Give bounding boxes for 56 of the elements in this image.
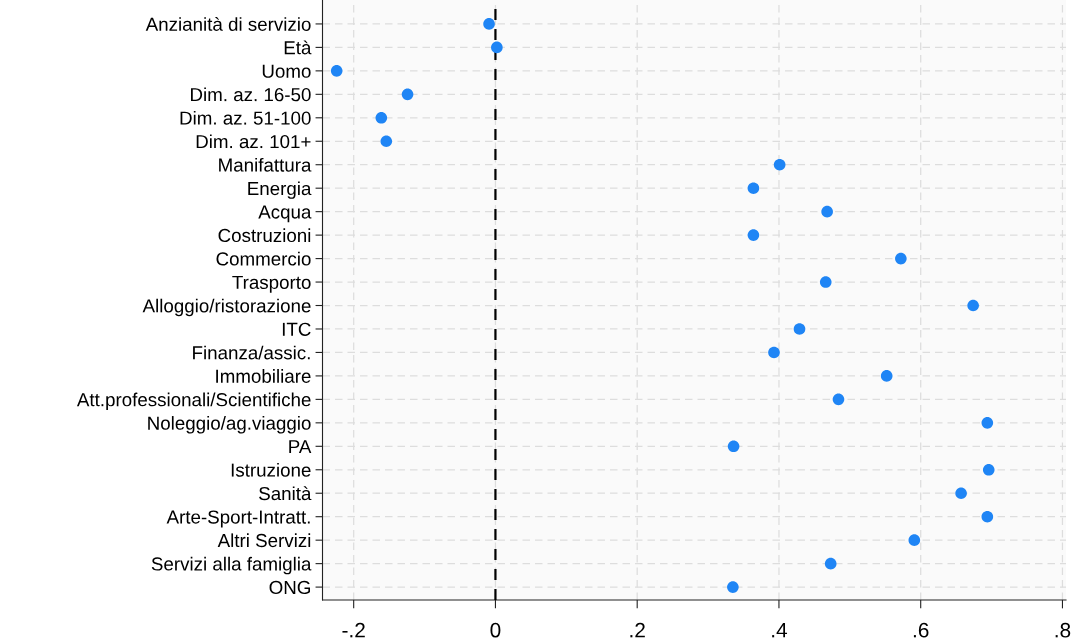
y-tick-label: Dim. az. 101+ — [196, 134, 311, 149]
y-tick-label: Immobiliare — [216, 369, 311, 383]
point — [747, 182, 760, 194]
y-tick-label: Trasporto — [232, 275, 311, 293]
point — [832, 393, 845, 406]
point — [967, 299, 979, 312]
point — [727, 440, 740, 453]
y-tick-label: Uomo — [262, 64, 311, 78]
y-tick-label: Arte-Sport-Intratt. — [166, 510, 310, 528]
point — [981, 510, 994, 523]
y-tick-label: Anzianità di servizio — [145, 16, 311, 31]
y-tick-label: Finanza/assic. — [193, 345, 310, 360]
y-tick-label: Att.professionali/Scientifiche — [76, 392, 311, 411]
y-tick-label: PA — [289, 440, 312, 454]
y-tick-label: Altri Servizi — [217, 533, 311, 548]
y-tick-label: Acqua — [258, 205, 312, 223]
point — [982, 463, 995, 476]
y-tick-label: Dim. az. 16-50 — [191, 87, 311, 102]
x-tick-label: -.2 — [342, 622, 365, 638]
point — [747, 229, 760, 241]
point — [955, 487, 967, 500]
x-tick-label: .6 — [913, 622, 929, 638]
point — [981, 417, 994, 429]
point — [895, 252, 907, 265]
y-tick-label: Servizi alla famiglia — [151, 556, 312, 575]
point — [880, 370, 893, 382]
y-tick-label: Energia — [248, 181, 312, 199]
point — [793, 323, 806, 335]
point — [727, 581, 739, 593]
point — [824, 557, 837, 570]
x-tick-label: 0 — [490, 622, 501, 638]
point — [819, 276, 832, 288]
y-tick-label: Commercio — [216, 251, 311, 266]
y-tick-label: Sanità — [259, 486, 312, 501]
y-tick-label: ONG — [269, 580, 310, 595]
point — [908, 534, 921, 546]
y-tick-label: Istruzione — [231, 462, 311, 477]
y-tick-label: Età — [284, 40, 312, 55]
point — [821, 205, 833, 218]
x-tick-label: .4 — [772, 622, 788, 638]
point — [375, 111, 388, 124]
point — [330, 65, 343, 77]
y-tick-label: Costruzioni — [218, 228, 311, 243]
x-tick-label: .8 — [1055, 622, 1071, 638]
point — [380, 135, 393, 148]
y-tick-label: Manifattura — [219, 157, 312, 172]
x-tick-label: .2 — [630, 622, 645, 638]
y-tick-label: Alloggio/ristorazione — [142, 298, 311, 317]
y-tick-label: Noleggio/ag.viaggio — [148, 416, 311, 434]
point — [491, 41, 503, 54]
point — [773, 158, 786, 171]
point — [401, 88, 414, 101]
point — [768, 346, 780, 359]
point — [483, 18, 495, 30]
y-tick-label: Dim. az. 51-100 — [180, 111, 311, 125]
y-tick-label: ITC — [282, 322, 311, 336]
